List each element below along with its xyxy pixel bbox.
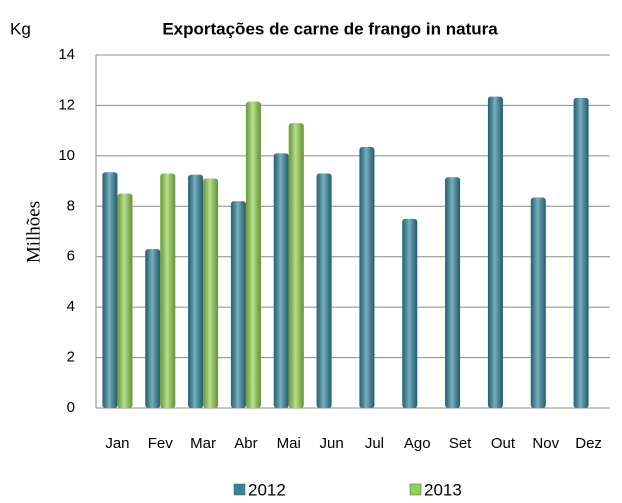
legend-label: 2013 bbox=[424, 480, 462, 499]
bar-shine bbox=[402, 218, 418, 408]
x-tick-label: Dez bbox=[575, 435, 602, 452]
x-tick-label: Jan bbox=[105, 435, 129, 452]
bar-shine bbox=[102, 172, 118, 408]
y-tick-label: 2 bbox=[67, 349, 75, 366]
bar-shine bbox=[203, 178, 219, 408]
x-tick-label: Ago bbox=[404, 435, 431, 452]
bar-shine bbox=[288, 123, 304, 408]
unit-label: Kg bbox=[10, 19, 31, 38]
chart-title: Exportações de carne de frango in natura bbox=[162, 19, 498, 38]
x-tick-label: Set bbox=[449, 435, 472, 452]
bar-shine bbox=[117, 193, 133, 408]
y-tick-label: 0 bbox=[67, 399, 75, 416]
legend-label: 2012 bbox=[248, 480, 286, 499]
x-tick-label: Out bbox=[491, 435, 516, 452]
bar-shine bbox=[160, 173, 176, 408]
x-tick-label: Jul bbox=[365, 435, 384, 452]
y-tick-label: 6 bbox=[67, 248, 75, 265]
y-tick-label: 10 bbox=[58, 147, 75, 164]
x-tick-label: Fev bbox=[148, 435, 174, 452]
y-axis-label: Milhões bbox=[23, 201, 44, 263]
legend-swatch bbox=[233, 483, 246, 496]
y-tick-label: 8 bbox=[67, 197, 75, 214]
bar-shine bbox=[145, 249, 161, 408]
x-tick-label: Mai bbox=[277, 435, 301, 452]
x-tick-label: Mar bbox=[190, 435, 216, 452]
bar-shine bbox=[530, 197, 546, 408]
x-tick-label: Jun bbox=[319, 435, 343, 452]
x-tick-label: Nov bbox=[532, 435, 559, 452]
bar-shine bbox=[188, 174, 204, 408]
bar-shine bbox=[573, 97, 589, 408]
y-tick-label: 14 bbox=[58, 46, 75, 63]
bar-shine bbox=[316, 173, 332, 408]
bar-shine bbox=[445, 177, 461, 408]
bar-shine bbox=[359, 147, 375, 408]
bar-shine bbox=[245, 101, 261, 409]
legend-swatch bbox=[409, 483, 422, 496]
bar-shine bbox=[273, 153, 289, 408]
bar-shine bbox=[230, 201, 246, 408]
x-tick-label: Abr bbox=[234, 435, 257, 452]
y-tick-label: 12 bbox=[58, 96, 75, 113]
bar-shine bbox=[487, 96, 503, 408]
y-tick-label: 4 bbox=[67, 298, 75, 315]
